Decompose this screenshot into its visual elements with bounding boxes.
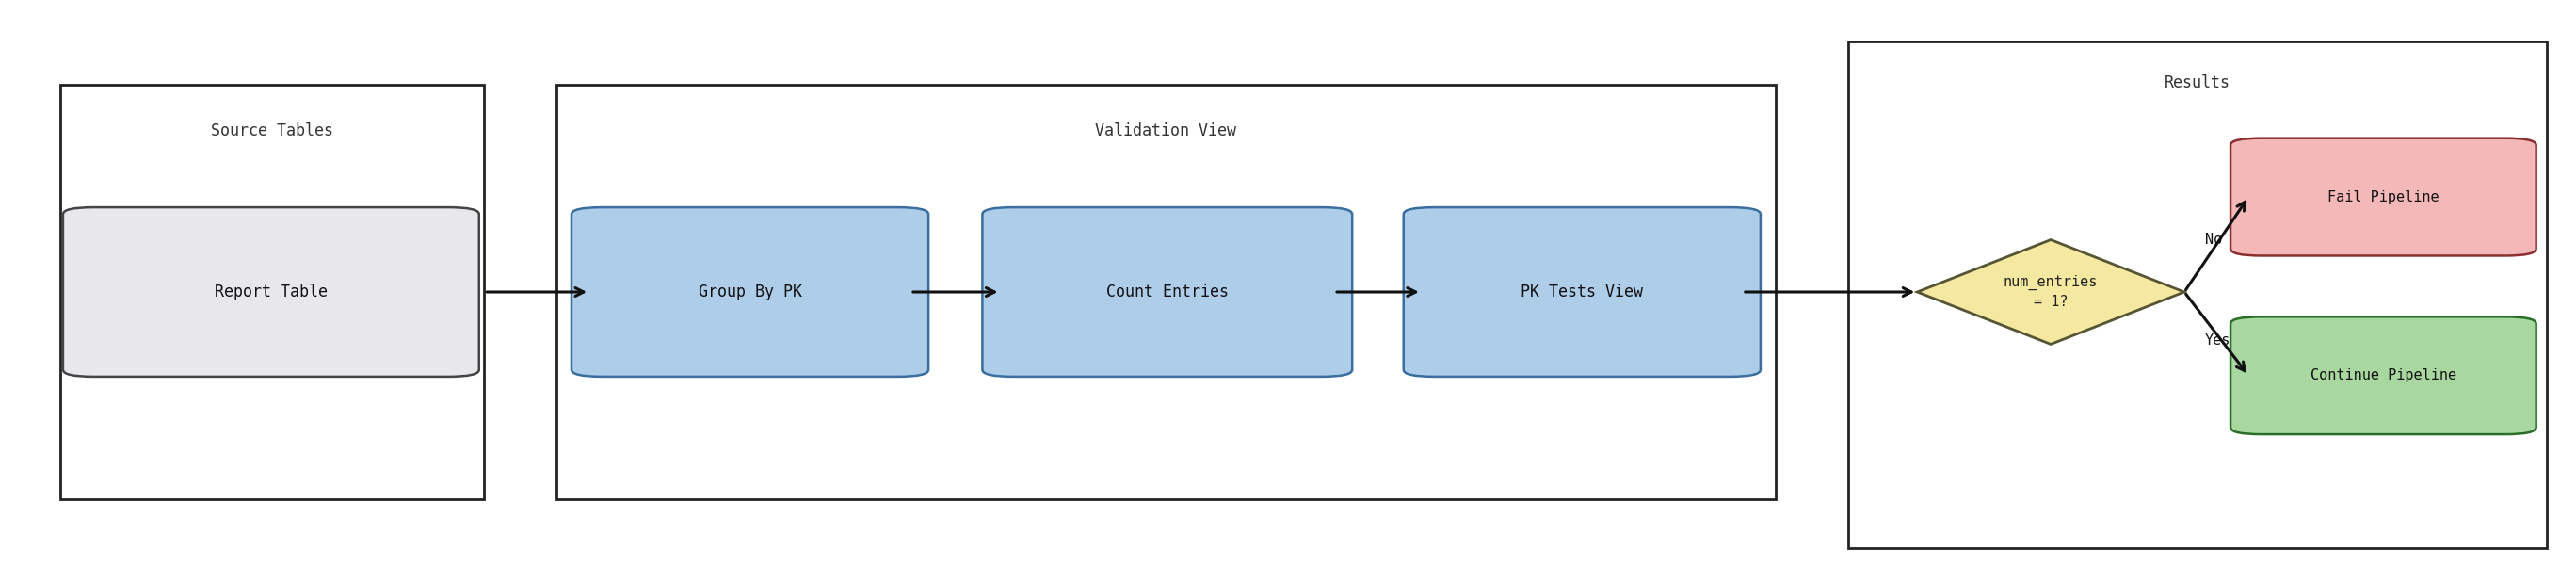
Text: Report Table: Report Table xyxy=(214,283,327,301)
Text: Group By PK: Group By PK xyxy=(698,283,801,301)
Bar xyxy=(556,85,1775,499)
Text: Validation View: Validation View xyxy=(1095,122,1236,139)
FancyBboxPatch shape xyxy=(981,207,1352,377)
Bar xyxy=(1847,41,2548,548)
Bar xyxy=(59,85,484,499)
Text: Fail Pipeline: Fail Pipeline xyxy=(2329,190,2439,204)
Text: Source Tables: Source Tables xyxy=(211,122,332,139)
FancyBboxPatch shape xyxy=(2231,317,2537,434)
Text: Continue Pipeline: Continue Pipeline xyxy=(2311,369,2458,383)
FancyBboxPatch shape xyxy=(2231,138,2537,256)
Polygon shape xyxy=(1917,240,2184,344)
Text: Count Entries: Count Entries xyxy=(1105,283,1229,301)
Text: No: No xyxy=(2205,233,2223,247)
FancyBboxPatch shape xyxy=(62,207,479,377)
Text: Yes: Yes xyxy=(2205,334,2231,348)
Text: num_entries
= 1?: num_entries = 1? xyxy=(2004,275,2097,309)
FancyBboxPatch shape xyxy=(572,207,927,377)
Text: Results: Results xyxy=(2164,75,2231,92)
FancyBboxPatch shape xyxy=(1404,207,1759,377)
Text: PK Tests View: PK Tests View xyxy=(1520,283,1643,301)
